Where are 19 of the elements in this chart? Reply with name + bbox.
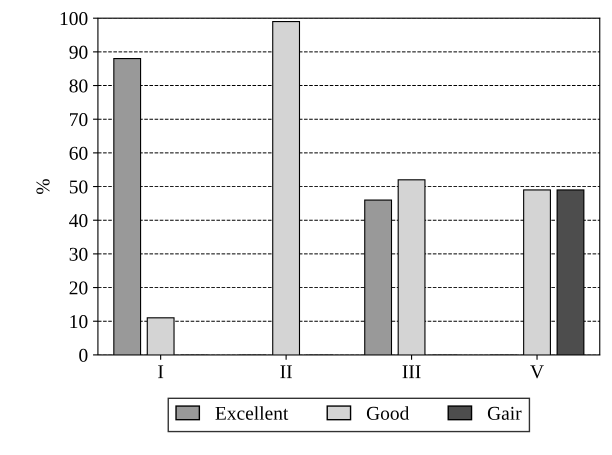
- y-tick-label: 0: [79, 348, 88, 362]
- y-tick-label: 50: [70, 180, 88, 194]
- y-tick-label: 20: [70, 281, 88, 294]
- legend-label: Excellent: [215, 406, 288, 420]
- y-tick-label: 70: [70, 113, 88, 126]
- y-tick-label: 100: [60, 12, 88, 26]
- x-tick-label: III: [402, 365, 421, 378]
- y-tick-label: 60: [70, 146, 88, 160]
- y-tick-label: 30: [70, 248, 88, 261]
- y-tick-label: 80: [69, 79, 88, 92]
- y-axis-title: %: [36, 179, 50, 194]
- y-tick-label: 90: [69, 46, 88, 59]
- y-tick-label: 10: [70, 315, 88, 328]
- x-tick-label: V: [530, 365, 544, 378]
- x-tick-label: II: [280, 365, 292, 378]
- legend-label: Gair: [488, 406, 522, 420]
- y-tick-label: 40: [69, 214, 88, 228]
- legend-label: Good: [366, 406, 410, 420]
- x-tick-label: I: [158, 365, 164, 378]
